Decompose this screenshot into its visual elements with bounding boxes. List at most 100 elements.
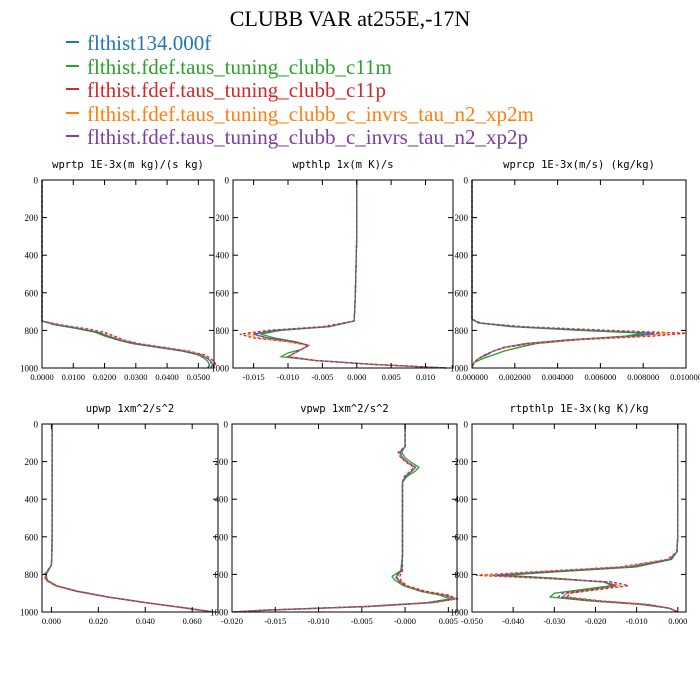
- series-line-1: [44, 424, 214, 613]
- series-line-3: [239, 180, 447, 369]
- series-line-5: [496, 424, 679, 613]
- series-line-5: [253, 180, 447, 369]
- x-tick-label: 0.000000: [456, 372, 488, 382]
- y-tick-label: 1000: [210, 608, 229, 618]
- x-tick-label: -0.015: [243, 372, 265, 382]
- y-tick-label: 600: [215, 532, 229, 542]
- y-tick-label: 0: [34, 176, 39, 186]
- legend: flthist134.000f flthist.fdef.taus_tuning…: [66, 32, 534, 150]
- series-line-3: [476, 424, 679, 613]
- y-tick-label: 0: [34, 420, 39, 430]
- x-tick-label: 0.020: [89, 616, 108, 626]
- x-tick-label: 0.0400: [155, 372, 178, 382]
- series-line-3: [43, 424, 212, 613]
- y-tick-label: 200: [455, 213, 469, 223]
- plot-frame: [471, 423, 687, 613]
- panel-2: wpthlp 1x(m K)/s 0 200 400 600 800 1000 -0.015 -…: [211, 159, 454, 382]
- panel-title: wprcp 1E-3x(m/s) (kg/kg): [503, 159, 655, 171]
- y-tick-label: 400: [216, 251, 230, 261]
- x-tick-label: 0.0200: [93, 372, 116, 382]
- x-tick-label: 0.000: [347, 372, 366, 382]
- x-tick-label: 0.006000: [584, 372, 616, 382]
- plot-frame: [41, 423, 219, 613]
- x-tick-label: -0.000: [394, 616, 416, 626]
- y-tick-label: 200: [455, 457, 469, 467]
- y-tick-label: 1000: [450, 608, 469, 618]
- legend-label: flthist134.000f: [87, 31, 212, 55]
- y-tick-label: 0: [225, 176, 230, 186]
- legend-label: flthist.fdef.taus_tuning_clubb_c_invrs_t…: [87, 125, 528, 149]
- x-tick-label: 0.004000: [542, 372, 574, 382]
- y-tick-label: 800: [25, 326, 39, 336]
- x-tick-label: 0.005: [439, 616, 458, 626]
- x-tick-label: -0.040: [502, 616, 524, 626]
- y-tick-label: 400: [215, 495, 229, 505]
- x-tick-label: -0.030: [543, 616, 565, 626]
- panel-title: vpwp 1xm^2/s^2: [300, 403, 389, 415]
- y-tick-label: 0: [464, 420, 469, 430]
- y-tick-label: 200: [215, 457, 229, 467]
- x-tick-label: 0.0500: [187, 372, 210, 382]
- y-tick-label: 0: [464, 176, 469, 186]
- series-line-2: [471, 180, 644, 369]
- series-line-2: [45, 424, 214, 613]
- y-tick-label: 1000: [211, 364, 230, 374]
- y-tick-label: 800: [455, 326, 469, 336]
- panel-title: wprtp 1E-3x(m kg)/(s kg): [52, 159, 204, 171]
- x-tick-label: -0.010: [626, 616, 648, 626]
- y-tick-label: 400: [25, 251, 39, 261]
- legend-item: flthist.fdef.taus_tuning_clubb_c_invrs_t…: [66, 103, 534, 127]
- y-tick-label: 600: [25, 532, 39, 542]
- legend-item: flthist.fdef.taus_tuning_clubb_c11p: [66, 79, 534, 103]
- series-line-4: [484, 424, 679, 613]
- x-tick-label: 0.0100: [62, 372, 85, 382]
- x-tick-label: -0.020: [221, 616, 243, 626]
- plot-frame: [41, 179, 215, 369]
- series-line-1: [492, 424, 679, 613]
- series-line-4: [41, 180, 215, 369]
- plot-frame: [471, 179, 687, 369]
- series-line-3: [41, 180, 217, 369]
- legend-label: flthist.fdef.taus_tuning_clubb_c11m: [87, 54, 392, 79]
- x-tick-label: 0.000: [668, 616, 687, 626]
- x-tick-label: 0.008000: [627, 372, 659, 382]
- legend-label: flthist.fdef.taus_tuning_clubb_c11p: [87, 78, 387, 102]
- panel-4: upwp 1xm^2/s^2 0 200 400 600 800 10000.000 0.02…: [20, 403, 219, 626]
- x-tick-label: 0.002000: [499, 372, 531, 382]
- panel-title: upwp 1xm^2/s^2: [86, 403, 175, 415]
- panel-1: wprtp 1E-3x(m kg)/(s kg) 0 200 400 600 800 100…: [20, 159, 217, 382]
- plot-frame: [232, 179, 454, 369]
- x-tick-label: -0.050: [461, 616, 483, 626]
- series-line-5: [45, 424, 214, 613]
- legend-item: flthist.fdef.taus_tuning_clubb_c11m: [66, 56, 534, 80]
- y-tick-label: 800: [25, 570, 39, 580]
- y-tick-label: 1000: [20, 364, 39, 374]
- x-tick-label: 0.000: [42, 616, 61, 626]
- x-tick-label: -0.015: [264, 616, 286, 626]
- series-line-1: [231, 424, 456, 613]
- series-line-4: [44, 424, 213, 613]
- chart-title: CLUBB VAR at255E,-17N: [229, 6, 471, 31]
- y-tick-label: 1000: [450, 364, 469, 374]
- x-tick-label: -0.010: [308, 616, 330, 626]
- panel-title: wpthlp 1x(m K)/s: [292, 159, 393, 171]
- series-line-4: [234, 424, 457, 613]
- y-tick-label: 400: [455, 251, 469, 261]
- y-tick-label: 200: [216, 213, 230, 223]
- series-line-5: [471, 180, 661, 369]
- panel-6: rtpthlp 1E-3x(kg K)/kg02004006008001000-…: [450, 403, 687, 626]
- x-tick-label: 0.010: [416, 372, 435, 382]
- series-line-1: [471, 180, 654, 369]
- series-line-2: [260, 180, 447, 369]
- y-tick-label: 600: [455, 532, 469, 542]
- legend-item: flthist134.000f: [66, 32, 534, 56]
- legend-label: flthist.fdef.taus_tuning_clubb_c_invrs_t…: [87, 101, 534, 126]
- plot-frame: [231, 423, 458, 613]
- panel-5: vpwp 1xm^2/s^2 0 200 400 600 800 1000-0.020 -0.…: [210, 403, 460, 626]
- legend-swatch: [66, 41, 79, 44]
- x-tick-label: 0.0000: [30, 372, 53, 382]
- series-line-5: [41, 180, 212, 369]
- panel-3: wprcp 1E-3x(m/s) (kg/kg) 0 200 400 600 800 100…: [450, 159, 700, 382]
- x-tick-label: -0.010: [277, 372, 299, 382]
